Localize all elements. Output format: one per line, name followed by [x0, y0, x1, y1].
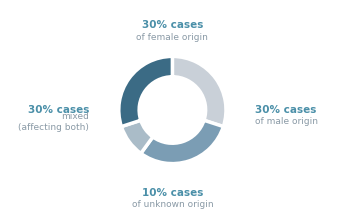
Text: mixed
(affecting both): mixed (affecting both): [18, 112, 89, 132]
Text: 10% cases: 10% cases: [142, 188, 203, 198]
Text: of unknown origin: of unknown origin: [132, 200, 213, 209]
Text: of female origin: of female origin: [136, 33, 208, 42]
Wedge shape: [141, 120, 223, 164]
Text: of male origin: of male origin: [255, 117, 319, 126]
Wedge shape: [119, 56, 172, 126]
Wedge shape: [121, 120, 153, 153]
Text: 30% cases: 30% cases: [142, 20, 203, 30]
Wedge shape: [172, 56, 226, 126]
Text: 30% cases: 30% cases: [28, 105, 89, 115]
Text: 30% cases: 30% cases: [255, 105, 317, 115]
